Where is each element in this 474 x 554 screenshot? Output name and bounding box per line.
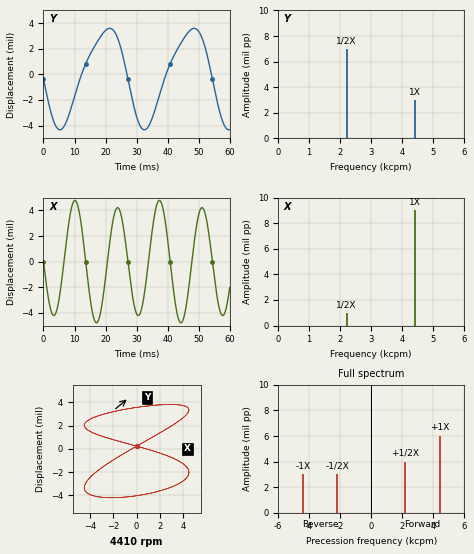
Y-axis label: Amplitude (mil pp): Amplitude (mil pp) — [243, 32, 252, 117]
Text: Y: Y — [144, 393, 150, 402]
Text: X: X — [184, 444, 191, 453]
Text: 1X: 1X — [409, 88, 421, 97]
Text: X: X — [49, 202, 56, 212]
X-axis label: Time (ms): Time (ms) — [114, 350, 159, 359]
Y-axis label: Amplitude (mil pp): Amplitude (mil pp) — [243, 407, 252, 491]
X-axis label: Frequency (kcpm): Frequency (kcpm) — [330, 163, 412, 172]
Text: Reverse: Reverse — [302, 520, 338, 530]
Text: Forward: Forward — [404, 520, 441, 530]
Text: 1X: 1X — [409, 198, 421, 207]
X-axis label: Frequency (kcpm): Frequency (kcpm) — [330, 350, 412, 359]
Y-axis label: Displacement (mil): Displacement (mil) — [7, 218, 16, 305]
X-axis label: Time (ms): Time (ms) — [114, 163, 159, 172]
Y-axis label: Amplitude (mil pp): Amplitude (mil pp) — [243, 219, 252, 304]
Y-axis label: Displacement (mil): Displacement (mil) — [7, 31, 16, 117]
Text: +1/2X: +1/2X — [392, 449, 419, 458]
Text: -1X: -1X — [295, 461, 310, 470]
X-axis label: 4410 rpm: 4410 rpm — [110, 537, 163, 547]
Text: -1/2X: -1/2X — [325, 461, 349, 470]
Text: Y: Y — [284, 14, 291, 24]
Text: X: X — [284, 202, 291, 212]
Title: Full spectrum: Full spectrum — [338, 368, 404, 378]
Y-axis label: Displacement (mil): Displacement (mil) — [36, 406, 45, 492]
X-axis label: Precession frequency (kcpm): Precession frequency (kcpm) — [306, 537, 437, 546]
Text: +1X: +1X — [430, 423, 449, 432]
Text: 1/2X: 1/2X — [337, 301, 357, 310]
Text: Y: Y — [49, 14, 56, 24]
Text: 1/2X: 1/2X — [337, 37, 357, 45]
